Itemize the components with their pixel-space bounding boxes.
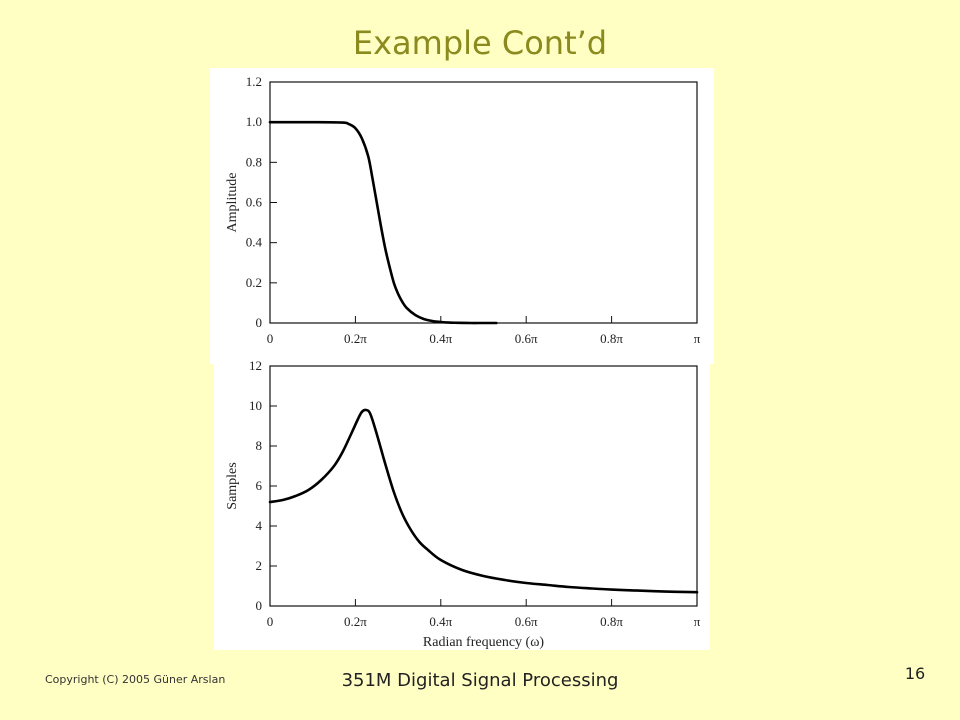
samples-x-tick-label: 0.4π bbox=[429, 614, 452, 629]
samples-y-tick-label: 4 bbox=[256, 518, 263, 533]
amplitude-x-tick-label: 0.2π bbox=[344, 331, 367, 346]
samples-x-axis-label: Radian frequency (ω) bbox=[423, 635, 544, 650]
samples-y-tick-label: 12 bbox=[249, 358, 262, 373]
samples-y-tick-label: 6 bbox=[256, 478, 263, 493]
samples-y-tick-label: 2 bbox=[256, 558, 263, 573]
slide-title: Example Cont’d bbox=[352, 24, 608, 62]
samples-y-tick-label: 10 bbox=[249, 398, 262, 413]
page-number: 16 bbox=[904, 664, 926, 683]
amplitude-y-tick-label: 0.8 bbox=[246, 154, 262, 169]
amplitude-y-tick-label: 0 bbox=[256, 315, 263, 330]
samples-chart-panel: 0 2 4 6 8 10 12 0 0.2π 0.4π 0.6π 0.8π π Samples Radian… bbox=[214, 356, 710, 650]
amplitude-y-tick-label: 0.6 bbox=[246, 195, 263, 210]
samples-series-line-0 bbox=[268, 408, 699, 594]
amplitude-x-tick-label: π bbox=[694, 331, 701, 346]
amplitude-x-tick-label: 0.8π bbox=[600, 331, 623, 346]
amplitude-y-tick-label: 1.0 bbox=[246, 114, 262, 129]
samples-x-tick-label: 0.2π bbox=[344, 614, 367, 629]
amplitude-y-tick-label: 0.2 bbox=[246, 275, 262, 290]
course-name: 351M Digital Signal Processing bbox=[341, 670, 619, 691]
amplitude-y-tick-label: 1.2 bbox=[246, 74, 262, 89]
copyright-text: Copyright (C) 2005 Güner Arslan bbox=[45, 673, 226, 686]
samples-y-tick-label: 8 bbox=[256, 438, 263, 453]
samples-x-tick-label: 0.6π bbox=[515, 614, 538, 629]
samples-chart: 0 2 4 6 8 10 12 0 0.2π 0.4π 0.6π 0.8π π Samples Radian… bbox=[225, 358, 701, 650]
amplitude-x-tick-label: 0.4π bbox=[429, 331, 452, 346]
samples-x-tick-label: 0.8π bbox=[600, 614, 623, 629]
amplitude-x-tick-label: 0 bbox=[267, 331, 274, 346]
amplitude-series-line-0 bbox=[268, 120, 498, 325]
samples-plot-frame bbox=[269, 365, 698, 607]
amplitude-chart: 0 0.2 0.4 0.6 0.8 1.0 1.2 0 0.2π 0.4π 0.6π 0.8π π Amp… bbox=[225, 74, 701, 346]
samples-y-axis-label: Samples bbox=[225, 462, 240, 509]
amplitude-plot-frame bbox=[269, 81, 698, 324]
amplitude-x-tick-label: 0.6π bbox=[515, 331, 538, 346]
samples-x-tick-label: π bbox=[694, 614, 701, 629]
amplitude-y-tick-label: 0.4 bbox=[246, 235, 263, 250]
samples-y-tick-label: 0 bbox=[256, 598, 263, 613]
amplitude-y-axis-label: Amplitude bbox=[225, 173, 240, 233]
amplitude-chart-panel: 0 0.2 0.4 0.6 0.8 1.0 1.2 0 0.2π 0.4π 0.6π 0.8π π Amp… bbox=[210, 68, 714, 364]
samples-x-tick-label: 0 bbox=[267, 614, 274, 629]
